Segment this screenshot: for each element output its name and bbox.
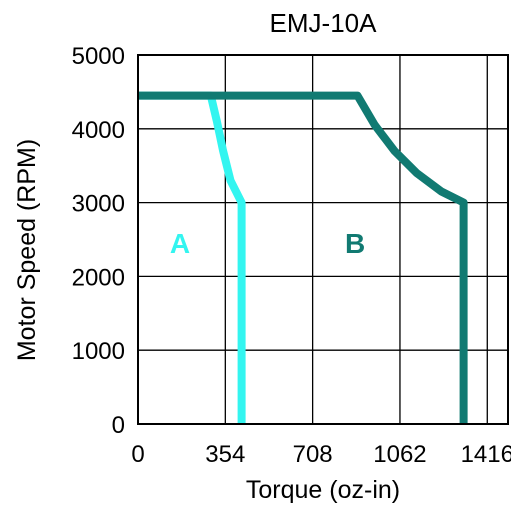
- region-label-a: A: [170, 228, 190, 259]
- y-tick-label: 3000: [72, 191, 125, 218]
- x-tick-labels: 0 354 708 1062 1416: [131, 441, 511, 468]
- x-tick-label: 1416: [461, 441, 511, 468]
- y-axis-label: Motor Speed (RPM): [13, 139, 41, 361]
- series-lines: [138, 91, 468, 424]
- y-tick-label: 5000: [72, 43, 125, 70]
- y-tick-labels: 0 1000 2000 3000 4000 5000: [72, 43, 125, 439]
- chart-title: EMJ-10A: [270, 8, 378, 38]
- grid: [138, 55, 508, 424]
- y-tick-label: 4000: [72, 117, 125, 144]
- series-line-a: [138, 91, 246, 424]
- y-tick-label: 0: [112, 412, 125, 439]
- plot-frame: [137, 54, 509, 425]
- x-tick-label: 1062: [373, 441, 426, 468]
- x-tick-label: 354: [205, 441, 245, 468]
- x-axis-label: Torque (oz-in): [246, 476, 400, 504]
- region-label-b: B: [345, 228, 365, 259]
- series-line-b: [138, 91, 468, 424]
- x-tick-label: 0: [131, 441, 144, 468]
- y-tick-label: 2000: [72, 264, 125, 291]
- x-tick-label: 708: [293, 441, 333, 468]
- y-tick-label: 1000: [72, 338, 125, 365]
